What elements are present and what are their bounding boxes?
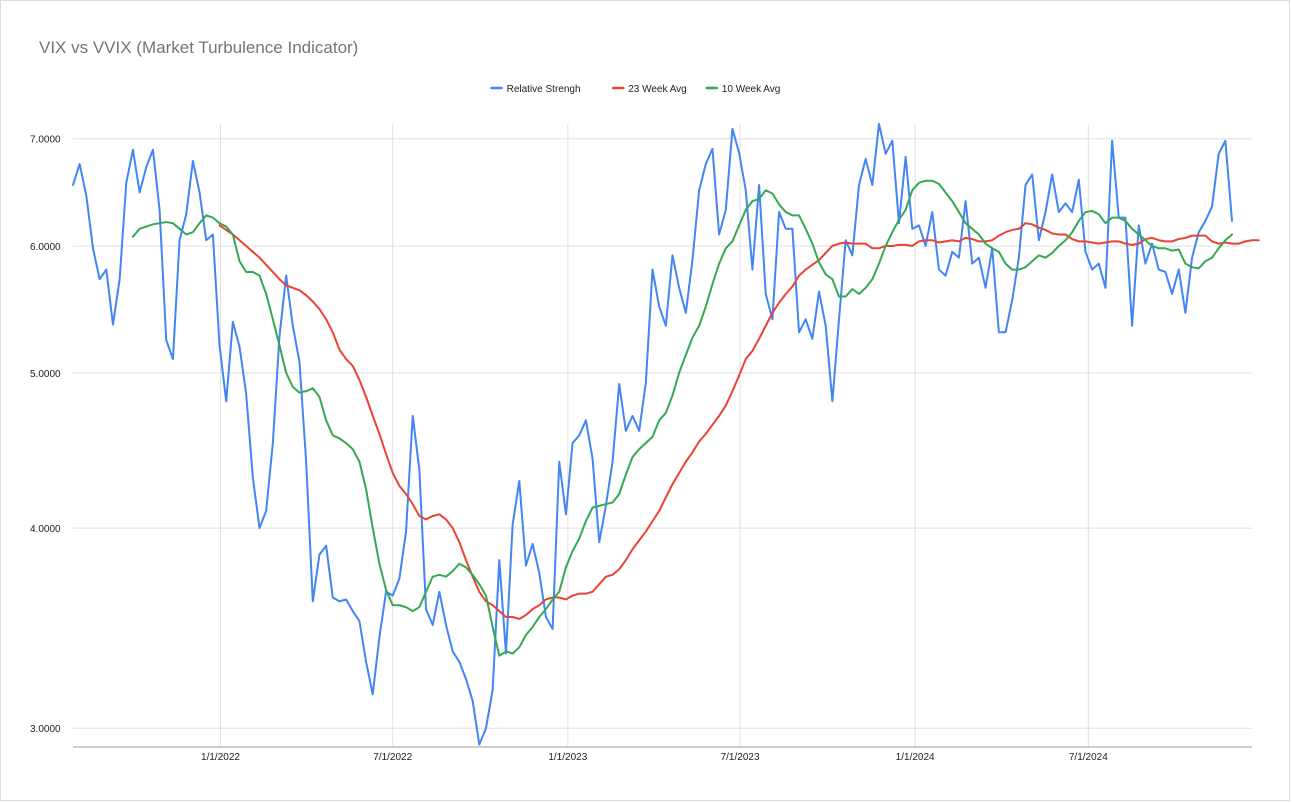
legend-item-3[interactable]: 10 Week Avg bbox=[705, 84, 781, 95]
y-tick-label: 7.0000 bbox=[30, 135, 61, 146]
x-tick-label: 7/1/2024 bbox=[1069, 752, 1108, 763]
grid bbox=[73, 124, 1252, 747]
legend-label: 23 Week Avg bbox=[628, 84, 687, 95]
series-line-2 bbox=[218, 222, 1260, 620]
chart-title: VIX vs VVIX (Market Turbulence Indicator… bbox=[39, 38, 359, 57]
series-line-3 bbox=[131, 179, 1234, 657]
y-tick-label: 3.0000 bbox=[30, 724, 61, 735]
y-tick-label: 4.0000 bbox=[30, 524, 61, 535]
legend-label: 10 Week Avg bbox=[722, 84, 781, 95]
series-line-1 bbox=[72, 123, 1234, 746]
x-tick-label: 1/1/2024 bbox=[896, 752, 935, 763]
legend-item-2[interactable]: 23 Week Avg bbox=[611, 84, 687, 95]
x-tick-label: 7/1/2022 bbox=[373, 752, 412, 763]
x-tick-label: 1/1/2022 bbox=[201, 752, 240, 763]
legend-item-1[interactable]: Relative Strengh bbox=[490, 84, 581, 95]
x-axis: 1/1/2022 7/1/2022 1/1/2023 7/1/2023 1/1/2024… bbox=[73, 746, 1252, 763]
x-tick-label: 1/1/2023 bbox=[548, 752, 587, 763]
y-axis: 3.0000 4.0000 5.0000 6.0000 7.0000 bbox=[30, 135, 61, 735]
x-tick-label: 7/1/2023 bbox=[721, 752, 760, 763]
y-tick-label: 5.0000 bbox=[30, 369, 61, 380]
y-tick-label: 6.0000 bbox=[30, 242, 61, 253]
legend-label: Relative Strengh bbox=[507, 84, 581, 95]
legend[interactable]: Relative Strengh 23 Week Avg 10 Week Avg bbox=[490, 84, 781, 95]
series-layer bbox=[72, 123, 1260, 746]
